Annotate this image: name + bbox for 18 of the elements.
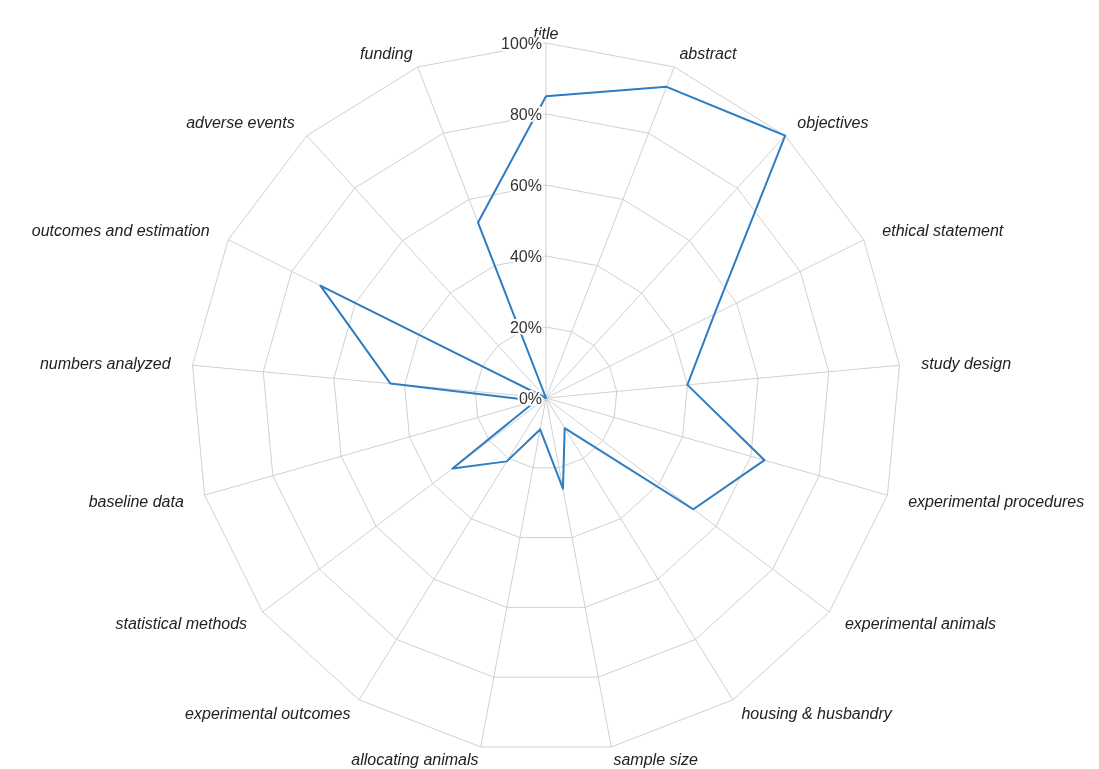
spoke-label: adverse events — [186, 113, 295, 131]
spoke-label: housing & husbandry — [741, 705, 893, 723]
spoke-label: experimental procedures — [908, 492, 1085, 510]
spoke-label: study design — [921, 354, 1012, 372]
spoke-label: statistical methods — [115, 615, 248, 633]
spoke-label: abstract — [679, 45, 737, 63]
spoke-label: baseline data — [88, 492, 184, 510]
spoke-label: objectives — [797, 113, 869, 131]
spoke-label: numbers analyzed — [39, 354, 172, 372]
spoke-label: outcomes and estimation — [31, 222, 210, 240]
y-tick-label: 40% — [509, 247, 542, 265]
spoke-label: sample size — [613, 750, 699, 768]
y-tick-label: 60% — [509, 176, 542, 194]
spoke-label: ethical statement — [882, 222, 1004, 240]
spoke-label: experimental outcomes — [185, 705, 351, 723]
spoke-label: experimental animals — [844, 615, 997, 633]
spoke-label: allocating animals — [351, 750, 479, 768]
spoke-label: funding — [360, 45, 413, 63]
